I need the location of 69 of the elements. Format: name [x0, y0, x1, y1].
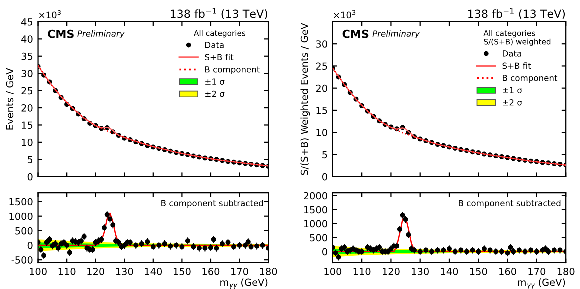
legend-label: B component [206, 66, 260, 74]
annotation: CMS [48, 30, 74, 38]
x-tick-label: 120 [383, 268, 400, 276]
y-tick-label: 1000 [10, 212, 33, 220]
x-tick-label: 140 [145, 268, 162, 276]
legend-label: B component [503, 75, 558, 83]
y-axis-title: Events / GeV [6, 68, 14, 130]
y-tick-label: 35 [22, 52, 33, 60]
y-tick-label: 20 [316, 84, 328, 92]
y-tick-label: 10 [316, 129, 328, 136]
annotation: CMS [342, 30, 369, 38]
legend-label: ±2 σ [503, 99, 522, 106]
legend-label: S+B fit [205, 54, 234, 61]
x-tick-label: 100 [30, 268, 47, 276]
y-tick-label: 5 [28, 156, 33, 164]
x-tick-label: 180 [260, 268, 278, 276]
y-tick-label: 45 [22, 18, 33, 26]
text: ×10$^{3}$ [334, 10, 356, 19]
y-tick-label: 15 [316, 107, 328, 114]
x-tick-label: 170 [232, 268, 248, 276]
y-tick-label: 20 [22, 104, 33, 112]
y-tick-label: 25 [22, 87, 33, 95]
y-tick-label: 30 [316, 40, 328, 48]
x-tick-label: 130 [412, 268, 429, 276]
y-tick-label: 0 [28, 242, 33, 250]
y-tick-label: 10 [22, 138, 33, 146]
x-tick-label: 110 [354, 268, 371, 276]
x-tick-label: 180 [558, 268, 575, 276]
x-axis-title: m$_{γγ}$ (GeV) [220, 278, 268, 289]
annotation: B component subtracted [459, 200, 561, 208]
x-tick-label: 130 [116, 268, 134, 276]
annotation: Preliminary [78, 30, 125, 39]
x-tick-label: 150 [174, 268, 191, 276]
text: ×10$^{3}$ [40, 10, 61, 19]
x-tick-label: 110 [58, 268, 76, 276]
text: 138 fb$^{−1}$ (13 TeV) [468, 8, 566, 20]
y-tick-label: 5 [322, 151, 328, 159]
y-tick-label: 500 [16, 227, 33, 235]
legend-label: ±1 σ [503, 87, 522, 94]
text: 138 fb$^{−1}$ (13 TeV) [170, 8, 268, 20]
y-tick-label: 0 [28, 173, 33, 181]
x-tick-label: 100 [324, 268, 342, 276]
legend-label: Data [503, 50, 522, 57]
legend-label: ±1 σ [206, 78, 225, 86]
x-tick-label: 120 [88, 268, 104, 276]
y-tick-label: 1500 [10, 198, 33, 206]
y-tick-label: -500 [12, 256, 33, 264]
annotation: B component subtracted [162, 200, 264, 208]
y-tick-label: 2000 [304, 192, 328, 200]
y-axis-title: S/(S+B) Weighted Events / GeV [300, 23, 310, 176]
x-tick-label: 140 [441, 268, 458, 276]
x-tick-label: 170 [528, 268, 546, 276]
x-tick-label: 150 [470, 268, 488, 276]
y-tick-label: 30 [22, 70, 33, 78]
legend-label: S+B fit [502, 62, 532, 70]
y-tick-label: 1500 [304, 206, 328, 214]
y-tick-label: 25 [316, 62, 328, 70]
legend-label: Data [206, 42, 224, 48]
y-tick-label: 40 [22, 36, 33, 44]
annotation: Preliminary [372, 30, 420, 39]
x-tick-label: 160 [202, 268, 220, 276]
y-tick-label: 0 [322, 173, 328, 181]
y-tick-label: 15 [22, 122, 33, 130]
y-tick-label: 500 [310, 234, 328, 242]
legend-label: ±2 σ [206, 90, 225, 98]
y-tick-label: 1000 [304, 220, 328, 228]
y-tick-label: 0 [322, 248, 328, 256]
x-tick-label: 160 [500, 268, 516, 276]
x-axis-title: m$_{γγ}$ (GeV) [518, 278, 566, 289]
